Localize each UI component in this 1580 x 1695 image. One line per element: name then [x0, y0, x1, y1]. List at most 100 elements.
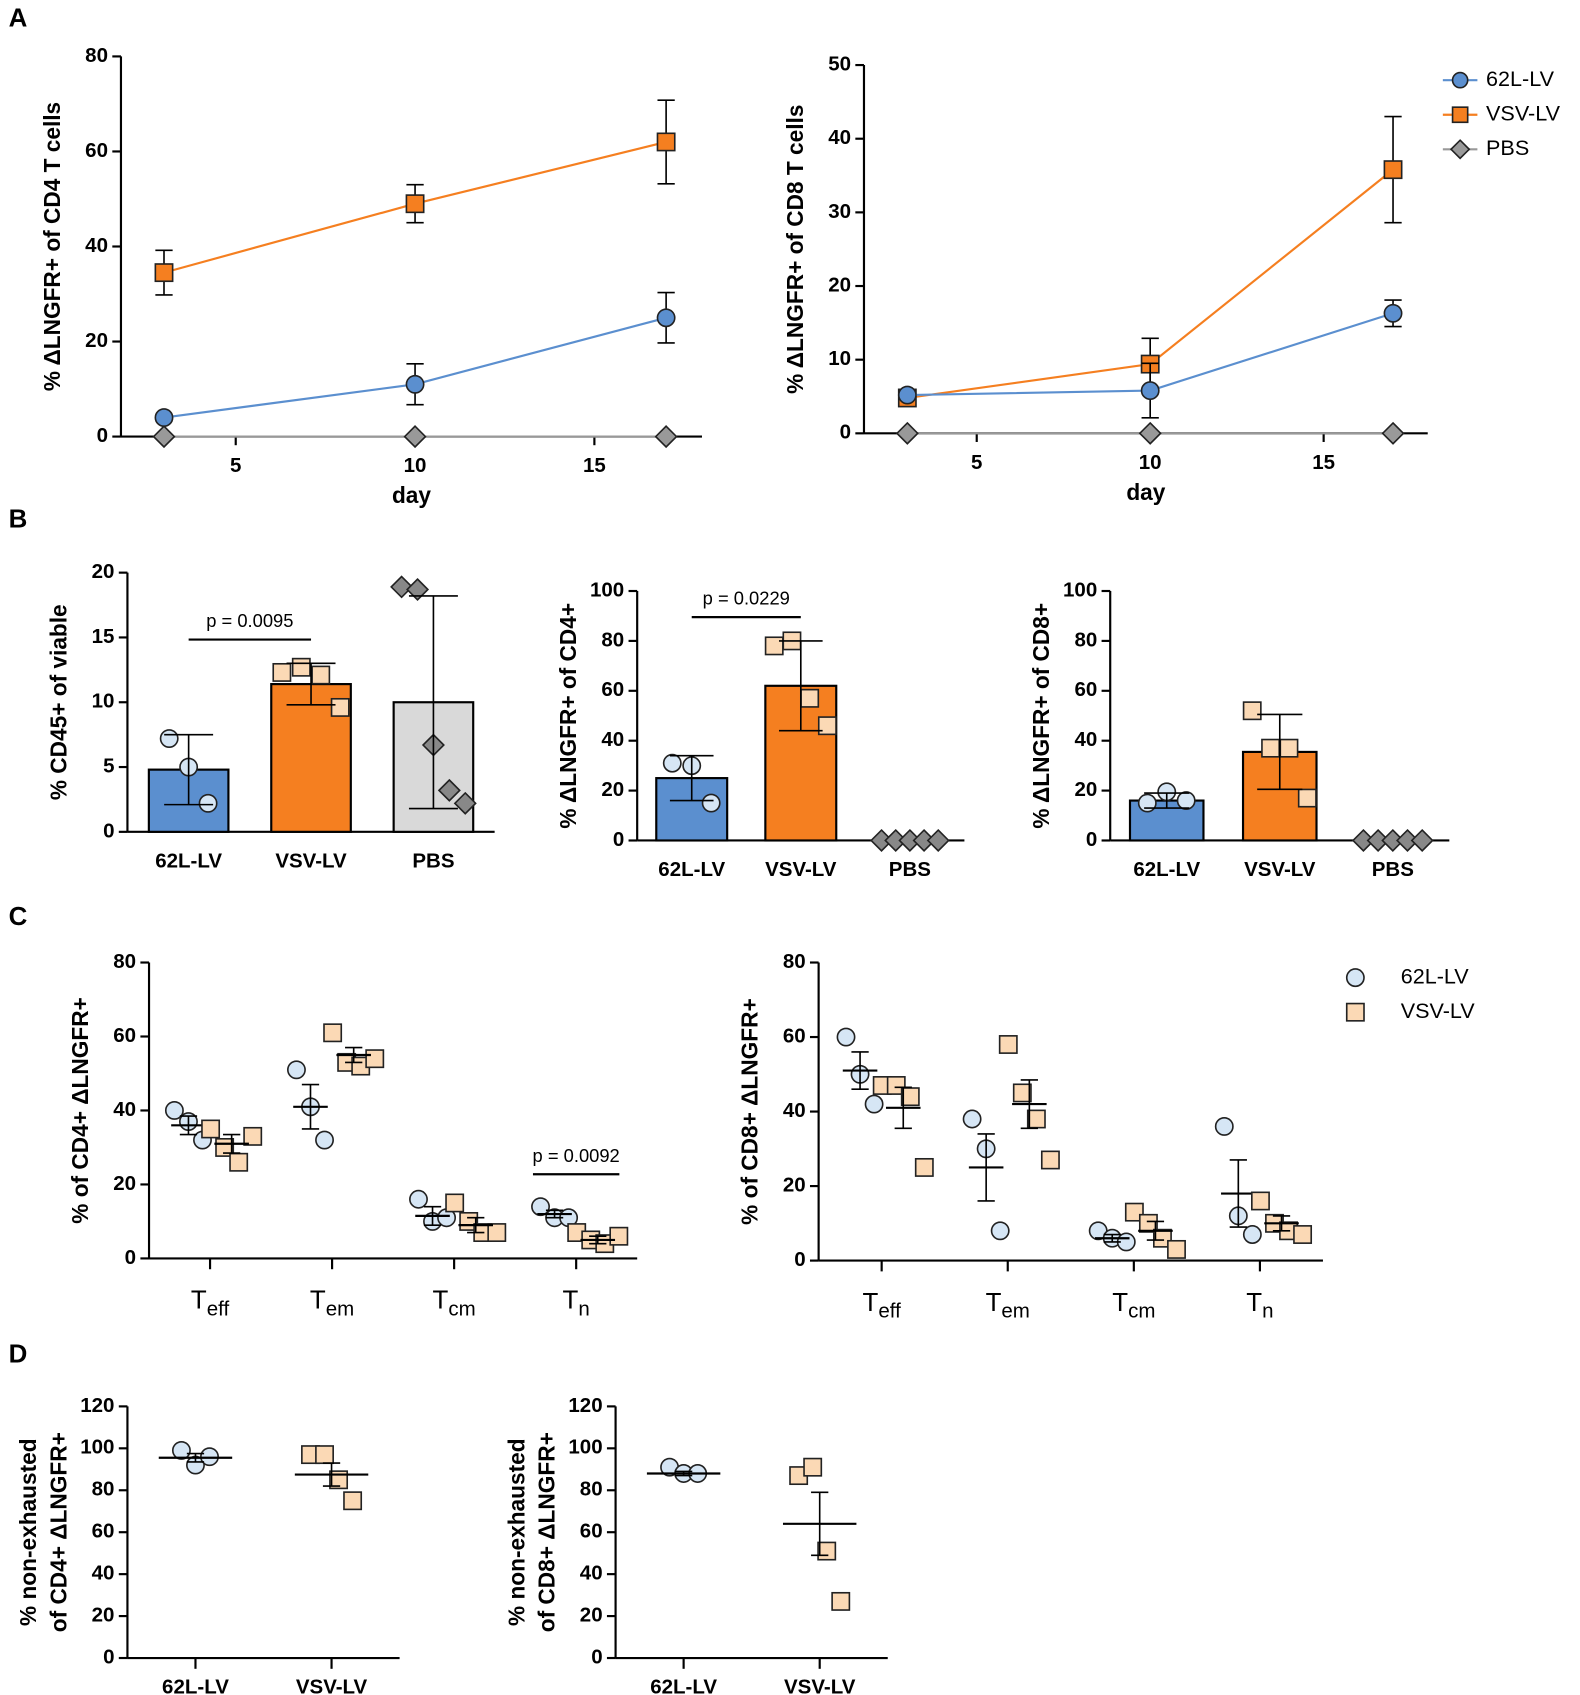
legend-label: 62L-LV	[1486, 66, 1555, 91]
point	[1214, 1117, 1234, 1136]
point	[1410, 828, 1434, 852]
point	[998, 1035, 1018, 1054]
annotation: p = 0.0092	[533, 1145, 620, 1166]
x-tick-label: Tcm	[1112, 1289, 1155, 1323]
y-tick-label: 50	[828, 52, 851, 75]
x-axis-label: day	[392, 482, 431, 508]
point	[390, 575, 414, 599]
y-axis-label: % ΔLNGFR+ of CD8+	[1028, 603, 1054, 829]
y-axis-label: of CD4+ ΔLNGFR+	[45, 1432, 71, 1632]
point	[1251, 1191, 1270, 1211]
point	[154, 263, 174, 283]
y-tick-label: 20	[1074, 778, 1097, 801]
point	[1261, 738, 1281, 758]
legend-marker	[1449, 139, 1471, 160]
x-tick-label: VSV-LV	[765, 858, 837, 881]
x-tick-label: Tn	[563, 1286, 590, 1320]
annotation: p = 0.0095	[206, 610, 293, 631]
y-tick-label: 0	[613, 828, 624, 851]
point	[1026, 1109, 1046, 1129]
x-tick-label: VSV-LV	[784, 1676, 856, 1695]
point	[287, 1060, 306, 1080]
point	[864, 1094, 884, 1114]
point	[243, 1126, 263, 1146]
point	[1293, 1225, 1313, 1244]
legend-marker	[1451, 71, 1469, 89]
y-axis-label: of CD8+ ΔLNGFR+	[534, 1432, 560, 1632]
y-tick-label: 60	[601, 678, 624, 701]
point	[662, 753, 682, 773]
y-tick-label: 20	[828, 273, 851, 296]
y-tick-label: 40	[1074, 728, 1097, 751]
y-tick-label: 80	[92, 1478, 115, 1501]
point	[1124, 1202, 1144, 1222]
point	[800, 688, 820, 708]
y-axis-label: % CD45+ of viable	[45, 604, 71, 800]
point	[1242, 701, 1262, 721]
point	[403, 425, 427, 449]
y-tick-label: 40	[85, 234, 108, 257]
point	[405, 374, 425, 394]
y-tick-label: 40	[113, 1098, 136, 1121]
y-tick-label: 20	[85, 329, 108, 352]
y-axis-label: % ΔLNGFR+ of CD4+	[555, 603, 581, 829]
point	[1383, 160, 1403, 180]
y-tick-label: 20	[113, 1172, 136, 1195]
panel-letter: D	[9, 1340, 28, 1368]
x-tick-label: 10	[1139, 451, 1162, 474]
point	[1138, 1213, 1158, 1233]
point	[365, 1049, 385, 1069]
y-tick-label: 0	[103, 819, 114, 842]
point	[152, 425, 176, 449]
legend-label: PBS	[1486, 135, 1529, 160]
legend-label: 62L-LV	[1401, 963, 1470, 988]
point	[291, 657, 311, 677]
y-axis-label: % ΔLNGFR+ of CD4 T cells	[39, 102, 65, 391]
point	[817, 716, 837, 736]
legend-label: VSV-LV	[1486, 100, 1561, 125]
point	[701, 793, 721, 813]
point	[817, 1541, 837, 1561]
y-tick-label: 40	[783, 1099, 806, 1122]
y-tick-label: 80	[113, 950, 136, 973]
point	[1153, 1228, 1172, 1248]
x-tick-label: VSV-LV	[1244, 858, 1316, 881]
x-tick-label: 15	[1312, 451, 1335, 474]
point	[1242, 1225, 1262, 1244]
y-tick-label: 20	[92, 1604, 115, 1627]
y-tick-label: 0	[103, 1645, 114, 1668]
point	[315, 1130, 334, 1150]
y-tick-label: 60	[113, 1024, 136, 1047]
y-tick-label: 5	[103, 754, 114, 777]
y-axis-label: % non-exhausted	[503, 1438, 529, 1626]
point	[437, 778, 461, 802]
point	[315, 1445, 334, 1465]
point	[445, 1193, 465, 1213]
point	[656, 308, 676, 328]
panel-letter: B	[9, 506, 28, 534]
point	[159, 729, 179, 748]
point	[171, 1440, 191, 1460]
point	[330, 697, 350, 717]
point	[1176, 791, 1196, 811]
x-tick-label: 62L-LV	[155, 850, 222, 873]
y-tick-label: 100	[568, 1436, 602, 1459]
annotation: p = 0.0229	[703, 588, 790, 609]
point	[272, 662, 292, 682]
point	[1140, 381, 1160, 401]
point	[831, 1591, 851, 1611]
x-tick-label: 62L-LV	[1133, 858, 1200, 881]
panel-letter: C	[9, 903, 28, 931]
y-tick-label: 60	[580, 1520, 603, 1543]
x-tick-label: Tcm	[433, 1286, 476, 1320]
y-tick-label: 10	[92, 690, 115, 713]
y-tick-label: 10	[828, 347, 851, 370]
x-tick-label: PBS	[889, 858, 931, 881]
point	[1138, 421, 1162, 445]
x-tick-label: 5	[230, 454, 241, 477]
y-axis-label: % non-exhausted	[15, 1438, 41, 1626]
panel-letter: A	[9, 5, 28, 33]
x-tick-label: 10	[404, 454, 427, 477]
x-tick-label: PBS	[412, 850, 454, 873]
point	[656, 132, 676, 152]
